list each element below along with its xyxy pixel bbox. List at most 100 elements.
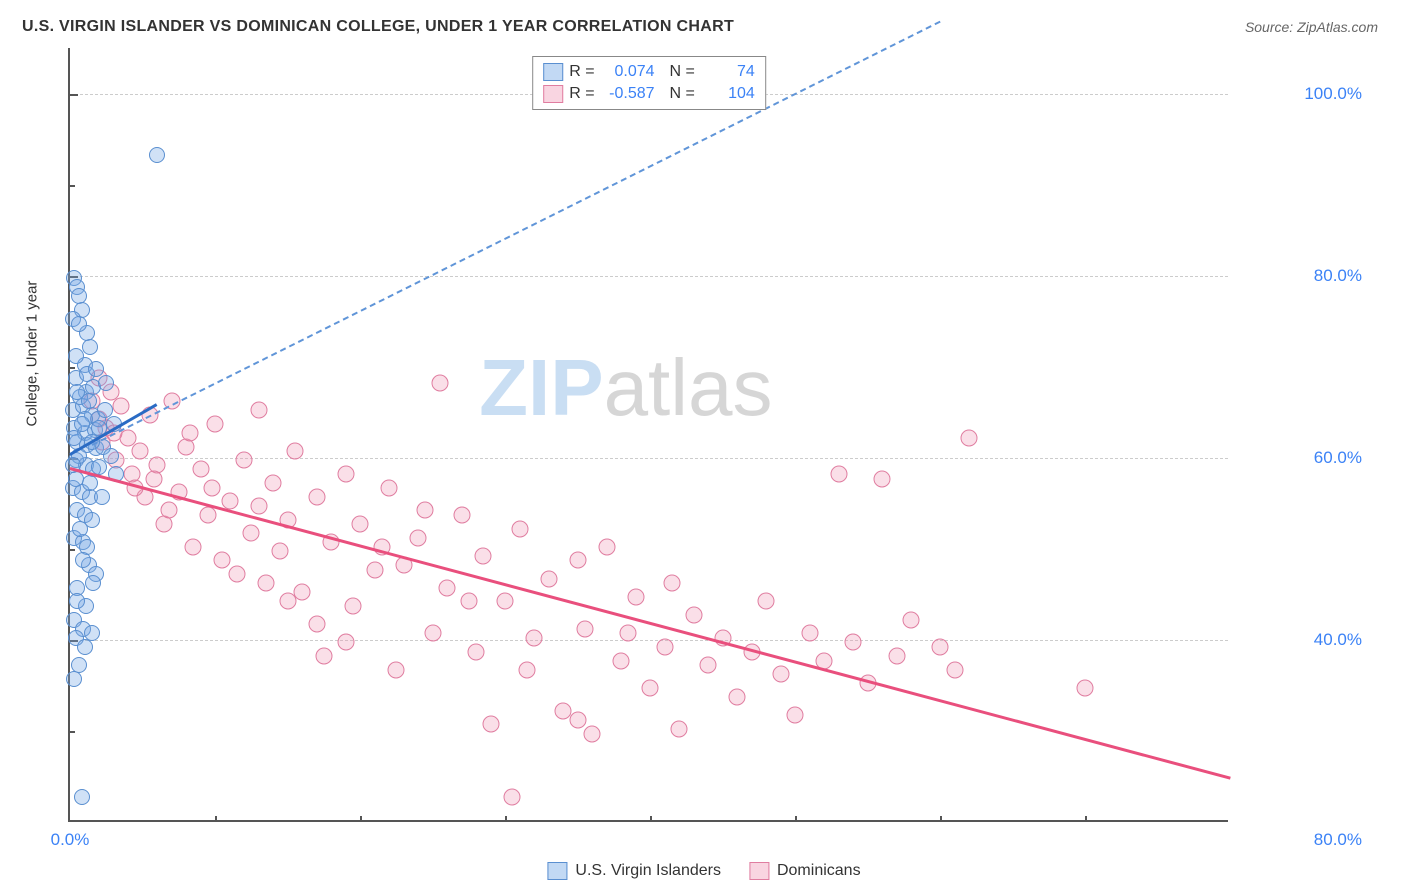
scatter-point-dominican (236, 452, 253, 469)
scatter-point-dominican (366, 561, 383, 578)
scatter-point-dominican (352, 516, 369, 533)
n-value: 74 (701, 63, 755, 81)
scatter-point-usvi (82, 475, 98, 491)
scatter-point-usvi (98, 375, 114, 391)
x-tick (215, 816, 217, 822)
x-tick (940, 816, 942, 822)
scatter-point-dominican (192, 461, 209, 478)
scatter-point-usvi (81, 393, 97, 409)
scatter-point-dominican (308, 488, 325, 505)
r-value: -0.587 (601, 85, 655, 103)
scatter-point-dominican (160, 502, 177, 519)
scatter-point-dominican (569, 552, 586, 569)
scatter-point-dominican (182, 425, 199, 442)
n-value: 104 (701, 85, 755, 103)
scatter-point-dominican (627, 588, 644, 605)
scatter-point-dominican (250, 402, 267, 419)
scatter-point-dominican (185, 538, 202, 555)
x-tick (795, 816, 797, 822)
y-minor-tick (70, 549, 75, 551)
n-label: N = (661, 85, 695, 103)
x-tick (1085, 816, 1087, 822)
n-label: N = (661, 63, 695, 81)
scatter-point-usvi (82, 339, 98, 355)
y-minor-tick (70, 185, 75, 187)
scatter-point-dominican (228, 566, 245, 583)
scatter-point-dominican (656, 639, 673, 656)
scatter-point-dominican (214, 552, 231, 569)
scatter-point-dominican (598, 538, 615, 555)
scatter-point-dominican (569, 711, 586, 728)
scatter-point-dominican (468, 643, 485, 660)
scatter-point-dominican (460, 593, 477, 610)
scatter-point-dominican (620, 625, 637, 642)
legend-stats-box: R = 0.074 N = 74 R = -0.587 N = 104 (532, 56, 766, 110)
y-tick-label: 60.0% (1314, 448, 1362, 468)
x-tick-label: 0.0% (51, 830, 90, 850)
scatter-point-usvi (71, 316, 87, 332)
gridline (70, 640, 1228, 641)
legend-swatch-pink (749, 862, 769, 880)
scatter-point-usvi (74, 416, 90, 432)
scatter-point-dominican (265, 475, 282, 492)
scatter-point-dominican (903, 611, 920, 628)
scatter-point-usvi (97, 402, 113, 418)
y-minor-tick (70, 731, 75, 733)
legend-label: Dominicans (777, 862, 861, 880)
scatter-point-dominican (511, 520, 528, 537)
y-minor-tick (70, 367, 75, 369)
scatter-point-dominican (576, 620, 593, 637)
scatter-plot: ZIPatlas R = 0.074 N = 74 R = -0.587 N =… (68, 48, 1228, 822)
chart-area: College, Under 1 year ZIPatlas R = 0.074… (44, 48, 1364, 848)
y-tick-label: 40.0% (1314, 630, 1362, 650)
scatter-point-dominican (431, 374, 448, 391)
scatter-point-dominican (439, 579, 456, 596)
scatter-point-dominican (518, 661, 535, 678)
chart-title: U.S. VIRGIN ISLANDER VS DOMINICAN COLLEG… (22, 18, 734, 36)
scatter-point-dominican (243, 525, 260, 542)
scatter-point-usvi (72, 521, 88, 537)
scatter-point-dominican (526, 629, 543, 646)
scatter-point-dominican (279, 593, 296, 610)
scatter-point-dominican (286, 443, 303, 460)
diagonal-reference-line (91, 21, 940, 446)
y-tick-label: 80.0% (1314, 266, 1362, 286)
scatter-point-dominican (932, 639, 949, 656)
scatter-point-dominican (482, 716, 499, 733)
scatter-point-dominican (207, 415, 224, 432)
scatter-point-dominican (700, 657, 717, 674)
scatter-point-dominican (388, 661, 405, 678)
scatter-point-dominican (1077, 679, 1094, 696)
scatter-point-dominican (199, 506, 216, 523)
scatter-point-dominican (845, 634, 862, 651)
scatter-point-usvi (103, 448, 119, 464)
scatter-point-dominican (410, 529, 427, 546)
scatter-point-dominican (830, 465, 847, 482)
scatter-point-usvi (66, 430, 82, 446)
scatter-point-usvi (74, 789, 90, 805)
legend-swatch-blue (543, 63, 563, 81)
scatter-point-dominican (308, 616, 325, 633)
scatter-point-usvi (94, 489, 110, 505)
legend-stats-row: R = 0.074 N = 74 (543, 61, 755, 83)
scatter-point-dominican (504, 789, 521, 806)
scatter-point-dominican (294, 584, 311, 601)
scatter-point-dominican (801, 625, 818, 642)
scatter-point-usvi (66, 671, 82, 687)
x-tick (360, 816, 362, 822)
r-label: R = (569, 63, 594, 81)
scatter-point-dominican (315, 648, 332, 665)
scatter-point-usvi (75, 552, 91, 568)
scatter-point-dominican (642, 679, 659, 696)
legend-item: U.S. Virgin Islanders (547, 862, 721, 880)
scatter-point-dominican (961, 429, 978, 446)
scatter-point-dominican (337, 465, 354, 482)
scatter-point-usvi (88, 361, 104, 377)
scatter-point-dominican (112, 397, 129, 414)
scatter-point-dominican (344, 598, 361, 615)
r-label: R = (569, 85, 594, 103)
scatter-point-dominican (146, 470, 163, 487)
scatter-point-dominican (417, 502, 434, 519)
legend-stats-row: R = -0.587 N = 104 (543, 83, 755, 105)
scatter-point-dominican (584, 725, 601, 742)
